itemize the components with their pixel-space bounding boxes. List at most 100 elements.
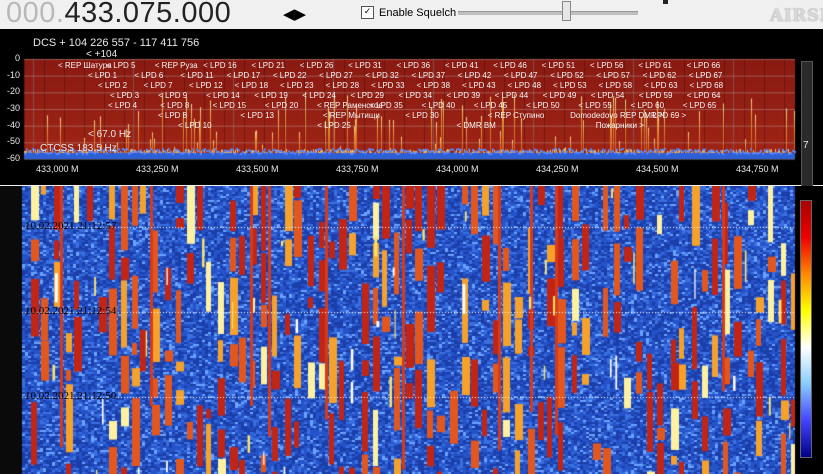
channel-label: < LPD 65 <box>682 101 717 110</box>
channel-label: < LPD 23 <box>280 81 314 90</box>
frequency-prefix[interactable]: 000. <box>6 0 65 29</box>
channel-label: < LPD 49 <box>542 91 577 100</box>
channel-label: < LPD 45 <box>473 101 508 110</box>
y-tick-label: -20 <box>6 86 20 97</box>
squelch-slider-track[interactable] <box>458 11 638 15</box>
channel-label: < LPD 56 <box>589 61 624 70</box>
channel-label: < LPD 46 <box>493 61 527 70</box>
channel-label: < REP Шатура <box>58 61 112 70</box>
channel-label: < REP Раменское <box>317 101 383 110</box>
checkbox-check-icon[interactable]: ✓ <box>361 6 374 19</box>
y-tick-label: -60 <box>6 153 20 163</box>
channel-label: < LPD 54 <box>590 91 625 100</box>
x-tick-label: 433,250 M <box>136 164 179 174</box>
spectrum-plot[interactable] <box>0 29 823 185</box>
y-tick-label: 0 <box>14 53 20 63</box>
y-tick-label: -40 <box>6 119 20 130</box>
frequency-display[interactable]: 000.433.075.000 <box>6 0 231 30</box>
x-tick-label: 433,750 M <box>336 164 379 174</box>
channel-label: < LPD 15 <box>212 101 247 110</box>
channel-label: < LPD 25 <box>317 121 351 130</box>
x-tick-label: 434,250 M <box>536 164 579 174</box>
channel-label: < LPD 12 <box>189 81 223 90</box>
channel-label: < LPD 10 <box>178 121 212 130</box>
channel-label: < LPD 59 <box>638 91 673 100</box>
channel-label: < LPD 36 <box>396 61 431 70</box>
channel-label: < LPD 1 <box>88 71 118 80</box>
waterfall[interactable]: 10.02.2021 21:12:57 10.02.2021 21:12:54 … <box>0 186 823 474</box>
channel-label: < LPD 2 <box>98 81 128 90</box>
dcs-offset: < +104 <box>86 49 118 60</box>
channel-label: < LPD 39 <box>446 91 481 100</box>
dcs-readout: DCS + 104 226 557 - 117 411 756 <box>33 37 200 49</box>
channel-label: < LPD 9 <box>158 91 188 100</box>
channel-label: < LPD 47 <box>503 71 538 80</box>
channel-label: < LPD 38 <box>416 81 451 90</box>
toolbar: 000.433.075.000 ◀▶ ✓ Enable Squelch AIRS… <box>0 0 823 29</box>
channel-label: < LPD 26 <box>299 61 334 70</box>
channel-label: < LPD 27 <box>319 71 353 80</box>
channel-label: < REP Руза <box>154 61 198 70</box>
y-tick-label: -50 <box>6 136 20 147</box>
channel-label: < LPD 5 <box>106 61 136 70</box>
channel-label: < LPD 53 <box>553 81 587 90</box>
channel-label: < LPD 51 <box>541 61 576 70</box>
channel-label: < LPD 21 <box>251 61 285 70</box>
channel-label: < LPD 29 <box>350 91 384 100</box>
channel-label: < LPD 50 <box>526 101 560 110</box>
channel-label: < LPD 40 <box>421 101 456 110</box>
channel-label: < LPD 62 <box>642 71 677 80</box>
waterfall-display[interactable] <box>0 186 823 474</box>
spectrum-analyzer[interactable]: DCS + 104 226 557 - 117 411 756 < +104 <… <box>0 29 823 191</box>
squelch-label: Enable Squelch <box>379 6 457 19</box>
channel-label: < LPD 17 <box>226 71 261 80</box>
channel-label: < LPD 16 <box>203 61 237 70</box>
channel-label: < REP Мытищи <box>322 111 380 120</box>
channel-label: < LPD 58 <box>598 81 633 90</box>
y-tick-label: -30 <box>6 103 20 113</box>
channel-label: < LPD 42 <box>457 71 492 80</box>
channel-label: < LPD 33 <box>371 81 405 90</box>
channel-label: < LPD 57 <box>596 71 630 80</box>
channel-label: < LPD 41 <box>444 61 479 70</box>
channel-label: < LPD 48 <box>507 81 542 90</box>
channel-label: < LPD 35 <box>369 101 403 110</box>
status-indicator <box>663 0 668 4</box>
timestamp: 10.02.2021 21:12:50 <box>25 390 117 402</box>
step-arrows-icon[interactable]: ◀▶ <box>283 5 307 23</box>
channel-label: < LPD 37 <box>411 71 446 80</box>
airspy-logo: AIRSPY <box>770 6 823 26</box>
timestamp: 10.02.2021 21:12:57 <box>25 220 117 232</box>
channel-label: < LPD 11 <box>180 71 214 80</box>
ctcss-readout-b: CTCSS 183.5 Hz <box>40 143 117 154</box>
channel-label: < LPD 52 <box>550 71 584 80</box>
channel-label: < LPD 68 <box>689 81 724 90</box>
range-value: 7 <box>803 140 809 151</box>
range-scrollbar[interactable] <box>801 61 813 191</box>
frequency-value[interactable]: 433.075.000 <box>64 0 232 29</box>
channel-label: < DMR BM <box>456 121 496 130</box>
channel-label: < LPD 60 <box>630 101 665 110</box>
x-tick-label: 434,750 M <box>736 164 779 174</box>
x-tick-label: 433,500 M <box>236 164 279 174</box>
channel-label: < LPD 67 <box>688 71 723 80</box>
channel-label: < LPD 8 <box>160 101 190 110</box>
channel-label: < LPD 24 <box>302 91 336 100</box>
waterfall-color-scale <box>800 200 812 458</box>
enable-squelch-checkbox[interactable]: ✓ Enable Squelch <box>361 6 456 19</box>
y-tick-label: -10 <box>6 69 20 80</box>
channel-label: < LPD 14 <box>206 91 240 100</box>
squelch-slider-thumb[interactable] <box>562 1 572 21</box>
channel-label: < LPD 13 <box>240 111 274 120</box>
timestamp: 10.02.2021 21:12:54 <box>25 305 117 317</box>
channel-label: < LPD 61 <box>638 61 672 70</box>
channel-label: < LPD 31 <box>348 61 382 70</box>
x-tick-label: 433,000 M <box>36 164 79 174</box>
channel-label: < LPD 3 <box>110 91 140 100</box>
channel-label: < LPD 22 <box>272 71 307 80</box>
x-tick-label: 434,500 M <box>636 164 679 174</box>
channel-label: Пожарники > <box>595 121 644 130</box>
channel-label: < LPD 66 <box>686 61 721 70</box>
channel-label: < LPD 43 <box>462 81 496 90</box>
channel-label: < LPD 7 <box>143 81 173 90</box>
